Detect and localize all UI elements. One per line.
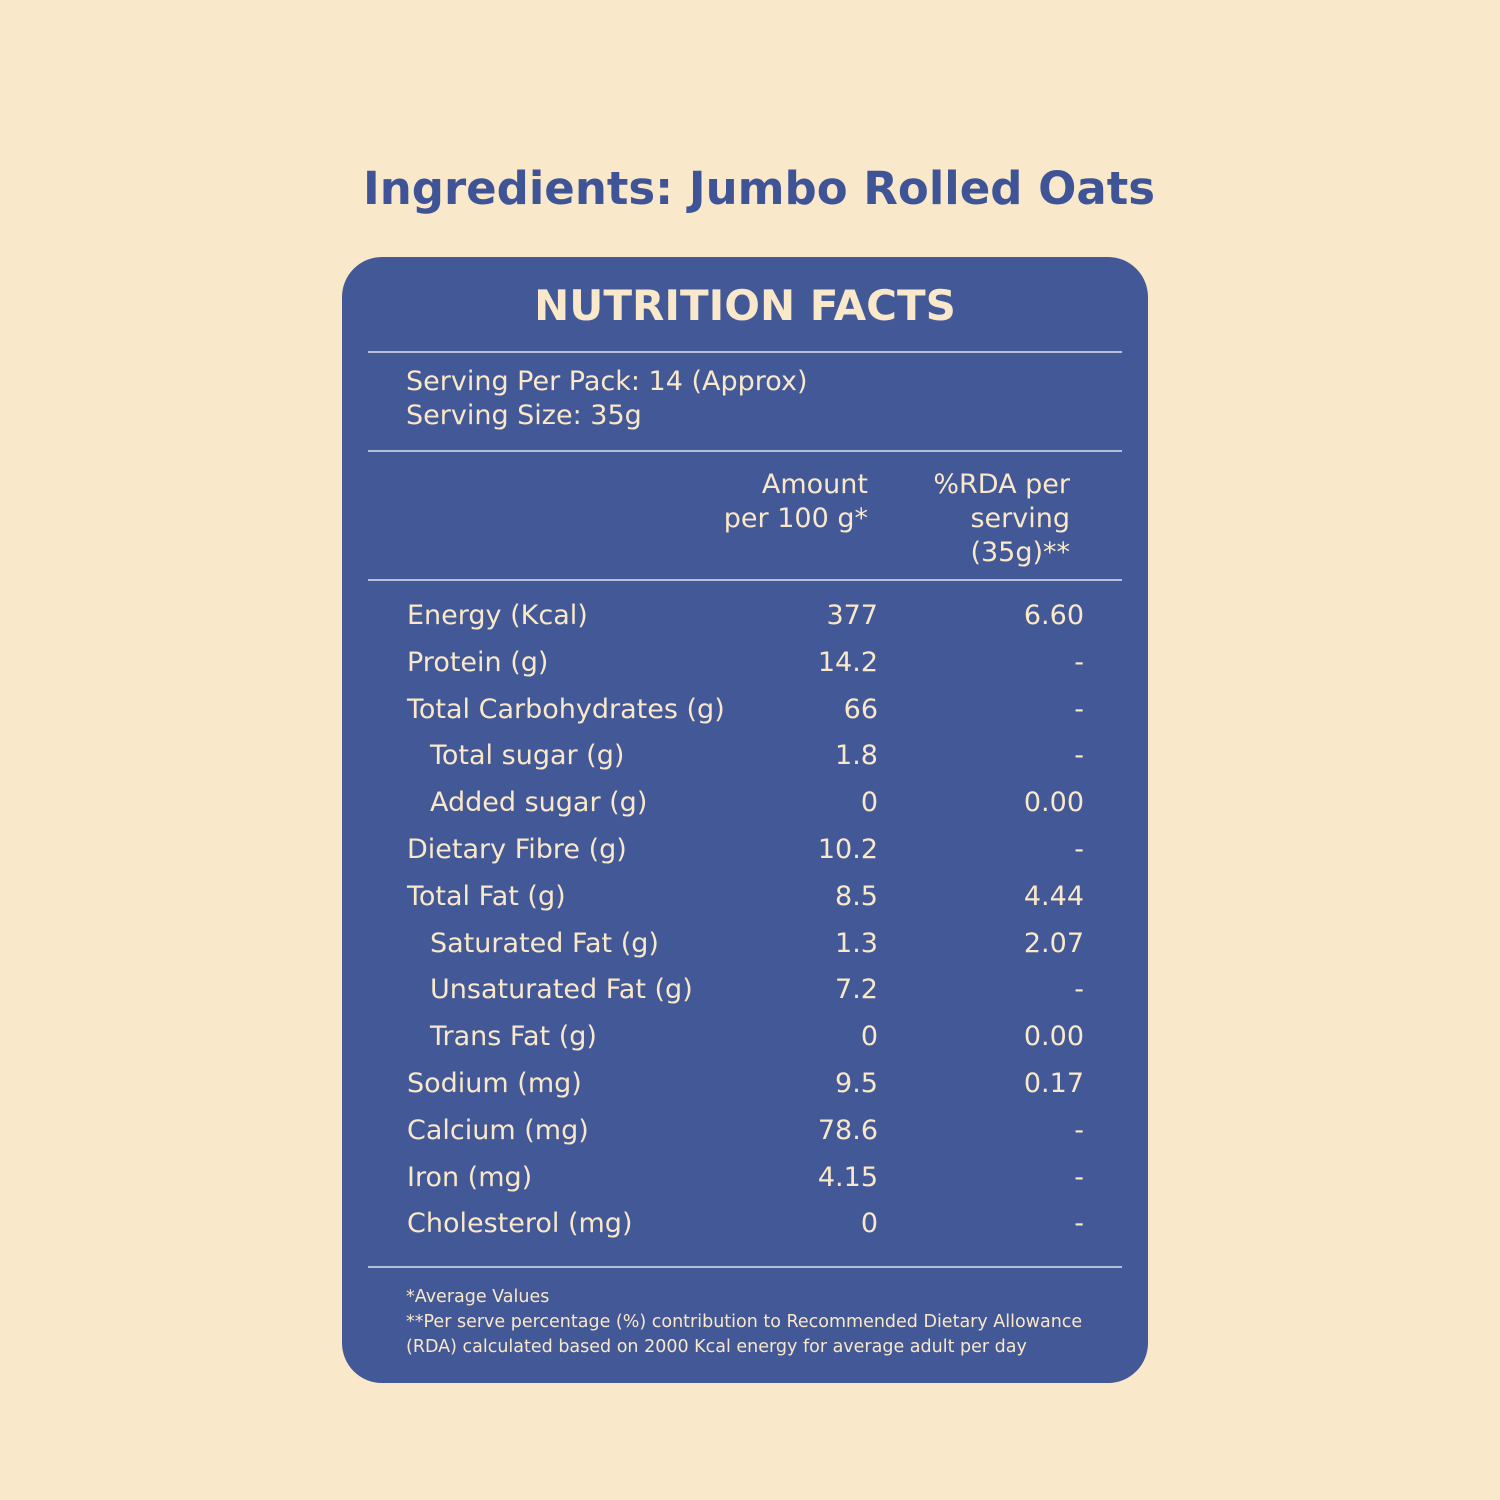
amount-value: 14.2	[817, 646, 878, 678]
rda-value: -	[1074, 1114, 1084, 1146]
amount-value: 78.6	[817, 1114, 878, 1146]
rda-value: -	[1074, 1208, 1084, 1240]
divider	[368, 450, 1122, 452]
column-header: serving	[970, 503, 1070, 534]
nutrient-name: Added sugar (g)	[430, 787, 648, 819]
nutrient-name: Trans Fat (g)	[430, 1021, 597, 1053]
footnote: **Per serve percentage (%) contribution …	[406, 1312, 1083, 1332]
amount-value: 9.5	[835, 1068, 878, 1099]
nutrient-name: Total sugar (g)	[430, 740, 625, 772]
rda-value: -	[1074, 740, 1084, 772]
amount-value: 0	[860, 1208, 878, 1240]
rda-value: -	[1074, 834, 1084, 865]
divider	[368, 351, 1122, 353]
amount-value: 0	[860, 787, 878, 819]
rda-value: 0.17	[1023, 1068, 1084, 1099]
amount-value: 4.15	[817, 1161, 878, 1193]
nutrient-name: Sodium (mg)	[407, 1068, 582, 1099]
nutrient-name: Cholesterol (mg)	[407, 1208, 633, 1240]
column-header: Amount	[761, 469, 868, 500]
rda-value: 4.44	[1023, 880, 1084, 912]
amount-value: 1.3	[835, 927, 878, 959]
rda-value: 0.00	[1023, 787, 1084, 819]
footnote: (RDA) calculated based on 2000 Kcal ener…	[406, 1337, 1027, 1357]
amount-value: 7.2	[835, 974, 878, 1006]
footnote: *Average Values	[406, 1287, 550, 1307]
nutrient-name: Calcium (mg)	[407, 1114, 589, 1146]
nutrient-name: Protein (g)	[407, 646, 549, 678]
amount-value: 66	[843, 693, 878, 725]
amount-value: 377	[826, 600, 878, 631]
card-heading: NUTRITION FACTS	[534, 281, 956, 330]
amount-value: 1.8	[835, 740, 878, 772]
rda-value: -	[1074, 1161, 1084, 1193]
rda-value: -	[1074, 693, 1084, 725]
nutrition-card: NUTRITION FACTS Serving Per Pack: 14 (Ap…	[342, 257, 1148, 1383]
rda-value: 2.07	[1023, 927, 1084, 959]
rda-value: 6.60	[1023, 600, 1084, 631]
nutrient-name: Iron (mg)	[407, 1161, 533, 1193]
divider	[368, 579, 1122, 581]
amount-value: 10.2	[817, 834, 878, 865]
column-header: (35g)**	[970, 537, 1070, 568]
divider	[368, 1266, 1122, 1268]
rda-value: -	[1074, 646, 1084, 678]
rda-value: -	[1074, 974, 1084, 1006]
column-header: %RDA per	[933, 469, 1070, 500]
nutrient-name: Energy (Kcal)	[407, 600, 588, 631]
amount-value: 0	[860, 1021, 878, 1053]
rda-value: 0.00	[1023, 1021, 1084, 1053]
nutrient-name: Total Fat (g)	[407, 880, 566, 912]
nutrient-name: Unsaturated Fat (g)	[430, 974, 693, 1006]
column-header: per 100 g*	[723, 503, 868, 534]
serving-line: Serving Per Pack: 14 (Approx)	[406, 366, 808, 397]
ingredients-title: Ingredients: Jumbo Rolled Oats	[362, 162, 1156, 215]
amount-value: 8.5	[835, 880, 878, 912]
nutrient-name: Saturated Fat (g)	[430, 927, 659, 959]
nutrient-name: Total Carbohydrates (g)	[407, 693, 725, 725]
serving-line: Serving Size: 35g	[406, 400, 642, 431]
nutrient-name: Dietary Fibre (g)	[407, 834, 627, 865]
